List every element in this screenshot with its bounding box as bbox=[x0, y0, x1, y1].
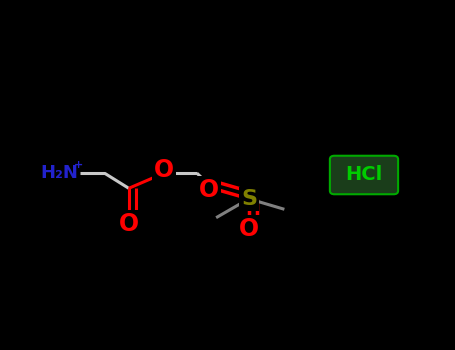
Text: O: O bbox=[119, 212, 139, 236]
Text: O: O bbox=[239, 217, 259, 241]
Text: H₂N: H₂N bbox=[40, 164, 78, 182]
FancyBboxPatch shape bbox=[330, 156, 398, 194]
Text: O: O bbox=[199, 178, 219, 202]
Text: S: S bbox=[241, 189, 257, 209]
Text: +: + bbox=[74, 160, 83, 169]
Text: HCl: HCl bbox=[345, 166, 383, 184]
Text: O: O bbox=[154, 158, 174, 182]
